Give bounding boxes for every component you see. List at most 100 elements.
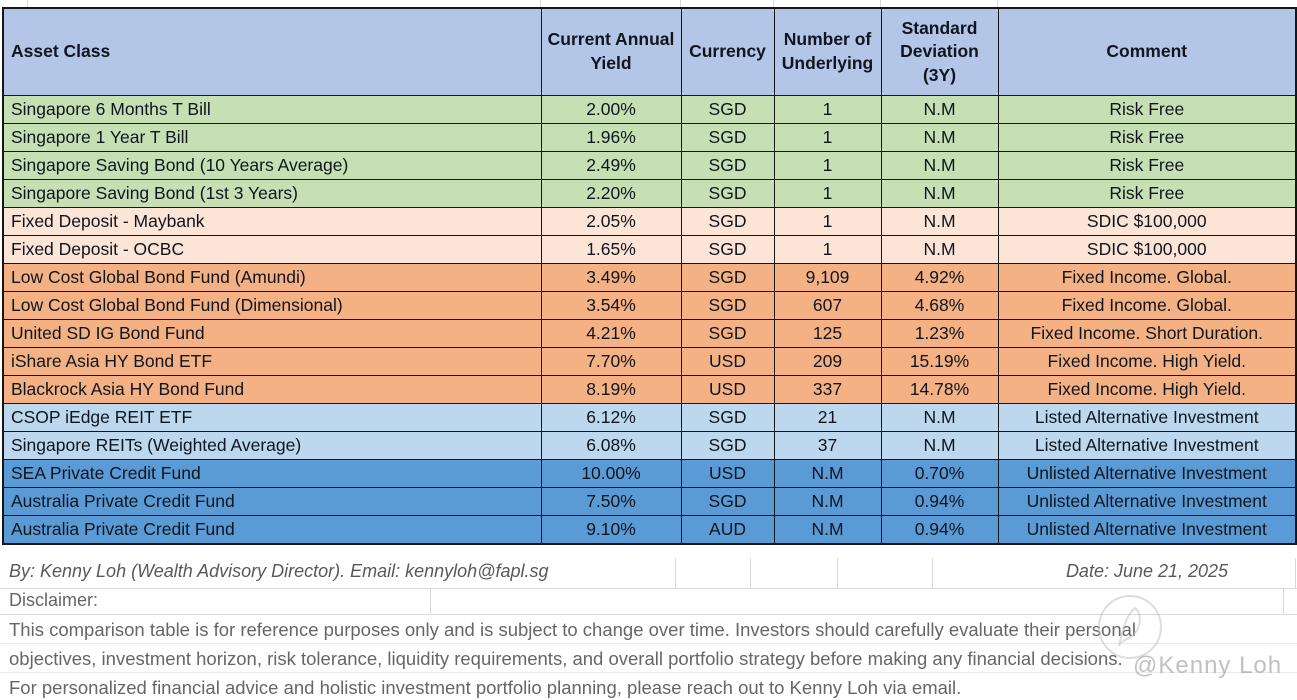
column-header-4: Standard Deviation (3Y) [880,7,999,96]
cell-currency: SGD [680,179,775,208]
table-row: CSOP iEdge REIT ETF 6.12% SGD 21 N.M Listed A… [2,403,1297,432]
column-header-0: Asset Class [2,7,542,96]
cell-asset: Singapore 6 Months T Bill [2,95,542,124]
table-row: Fixed Deposit - OCBC 1.65% SGD 1 N.M SDIC $10… [2,235,1297,264]
cell-std_dev: 0.94% [880,487,999,516]
cell-currency: SGD [680,291,775,320]
gridline [27,0,28,7]
cell-currency: AUD [680,515,775,545]
cell-yield: 7.50% [540,487,682,516]
disclaimer-line: For personalized financial advice and ho… [9,677,962,698]
gridline [932,558,933,588]
cell-underlying: N.M [773,487,882,516]
cell-asset: Blackrock Asia HY Bond Fund [2,375,542,404]
gridline [0,672,1297,673]
table-row: Singapore Saving Bond (10 Years Average)… [2,151,1297,180]
cell-yield: 2.05% [540,207,682,236]
cell-underlying: 607 [773,291,882,320]
cell-comment: Unlisted Alternative Investment [997,459,1297,488]
cell-std_dev: N.M [880,123,999,152]
cell-currency: SGD [680,95,775,124]
cell-currency: SGD [680,207,775,236]
cell-asset: Fixed Deposit - Maybank [2,207,542,236]
cell-underlying: 125 [773,319,882,348]
cell-underlying: 1 [773,179,882,208]
cell-std_dev: 4.92% [880,263,999,292]
table-row: Blackrock Asia HY Bond Fund 8.19% USD 337 14… [2,375,1297,404]
table-row: Singapore 1 Year T Bill 1.96% SGD 1 N.M Risk … [2,123,1297,152]
cell-underlying: N.M [773,459,882,488]
cell-asset: Singapore 1 Year T Bill [2,123,542,152]
cell-std_dev: 0.70% [880,459,999,488]
disclaimer-line: This comparison table is for reference p… [9,619,1137,640]
cell-asset: Australia Private Credit Fund [2,515,542,545]
cell-underlying: 37 [773,431,882,460]
cell-underlying: 21 [773,403,882,432]
column-header-5: Comment [997,7,1297,96]
gridline [0,614,1297,615]
table-row: Australia Private Credit Fund 7.50% SGD N.M… [2,487,1297,516]
gridline [540,0,541,7]
cell-std_dev: N.M [880,431,999,460]
cell-yield: 1.65% [540,235,682,264]
disclaimer-line: objectives, investment horizon, risk tol… [9,648,1123,669]
cell-std_dev: 14.78% [880,375,999,404]
cell-std_dev: 1.23% [880,319,999,348]
gridline [997,0,998,7]
table-row: United SD IG Bond Fund 4.21% SGD 125 1.23% Fi… [2,319,1297,348]
cell-comment: Risk Free [997,123,1297,152]
cell-comment: Risk Free [997,179,1297,208]
cell-currency: SGD [680,151,775,180]
gridline [675,558,676,588]
cell-comment: SDIC $100,000 [997,235,1297,264]
cell-asset: Low Cost Global Bond Fund (Dimensional) [2,291,542,320]
cell-underlying: 1 [773,123,882,152]
cell-std_dev: 4.68% [880,291,999,320]
cell-currency: SGD [680,431,775,460]
column-header-2: Currency [680,7,775,96]
cell-std_dev: N.M [880,207,999,236]
watermark-text: @Kenny Loh [1133,652,1283,679]
cell-comment: Risk Free [997,151,1297,180]
cell-comment: SDIC $100,000 [997,207,1297,236]
cell-currency: USD [680,459,775,488]
cell-comment: Fixed Income. Global. [997,291,1297,320]
cell-comment: Listed Alternative Investment [997,403,1297,432]
cell-asset: CSOP iEdge REIT ETF [2,403,542,432]
table-row: SEA Private Credit Fund 10.00% USD N.M 0.70%… [2,459,1297,488]
table-row: Fixed Deposit - Maybank 2.05% SGD 1 N.M SDIC … [2,207,1297,236]
cell-asset: Australia Private Credit Fund [2,487,542,516]
cell-yield: 6.08% [540,431,682,460]
cell-yield: 7.70% [540,347,682,376]
cell-yield: 6.12% [540,403,682,432]
cell-std_dev: N.M [880,151,999,180]
cell-comment: Fixed Income. Short Duration. [997,319,1297,348]
cell-currency: USD [680,375,775,404]
cell-std_dev: N.M [880,95,999,124]
cell-currency: SGD [680,487,775,516]
cell-asset: Singapore REITs (Weighted Average) [2,431,542,460]
gridline [430,588,431,614]
cell-yield: 3.49% [540,263,682,292]
table-row: Low Cost Global Bond Fund (Dimensional) 3… [2,291,1297,320]
cell-asset: Singapore Saving Bond (10 Years Average) [2,151,542,180]
cell-underlying: N.M [773,515,882,545]
gridline [0,588,1297,589]
cell-comment: Risk Free [997,95,1297,124]
cell-underlying: 1 [773,207,882,236]
cell-std_dev: 15.19% [880,347,999,376]
cell-std_dev: N.M [880,179,999,208]
disclaimer-label: Disclaimer: [9,590,99,610]
gridline [837,558,838,588]
table-row: Low Cost Global Bond Fund (Amundi) 3.49% S… [2,263,1297,292]
header-row: Asset Class Current Annual Yield Currency N… [2,7,1297,96]
cell-asset: iShare Asia HY Bond ETF [2,347,542,376]
cell-comment: Fixed Income. High Yield. [997,375,1297,404]
cell-currency: SGD [680,263,775,292]
gridline [1295,558,1296,588]
cell-yield: 1.96% [540,123,682,152]
cell-yield: 2.49% [540,151,682,180]
cell-asset: Singapore Saving Bond (1st 3 Years) [2,179,542,208]
cell-underlying: 337 [773,375,882,404]
